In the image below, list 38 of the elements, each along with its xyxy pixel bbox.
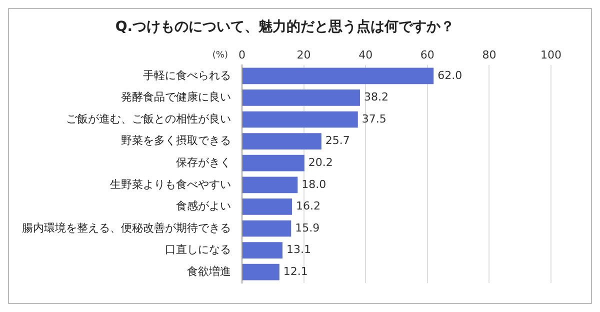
data-label: 13.1 — [286, 243, 311, 256]
bar — [242, 90, 360, 106]
x-axis-title: (%) — [212, 50, 228, 61]
chart-title: Q.つけものについて、魅力的だと思う点は何ですか？ — [115, 19, 455, 36]
y-tick-label: 手軽に食べられる — [143, 68, 231, 82]
y-tick-label: 発酵食品で健康に良い — [121, 90, 231, 104]
y-tick-label: 野菜を多く摂取できる — [121, 134, 231, 148]
data-label: 12.1 — [283, 264, 308, 278]
data-label: 16.2 — [296, 200, 321, 213]
y-tick-label: 生野菜よりも食べやすい — [110, 178, 231, 191]
x-tick-label: 60 — [420, 48, 434, 62]
y-tick-label: 保存がきく — [176, 156, 231, 169]
y-tick-label: 食感がよい — [176, 200, 231, 213]
bar — [242, 111, 358, 128]
bar — [242, 242, 282, 258]
data-label: 38.2 — [364, 90, 389, 104]
x-tick-label: 100 — [540, 48, 562, 62]
data-label: 37.5 — [362, 112, 386, 126]
x-tick-label: 20 — [296, 48, 311, 62]
y-tick-label: 口直しになる — [165, 243, 231, 256]
bar — [242, 264, 280, 280]
data-label: 20.2 — [308, 156, 333, 169]
y-tick-label: ご飯が進む、ご飯との相性が良い — [66, 112, 231, 126]
y-tick-label: 腸内環境を整える、便秘改善が期待できる — [22, 221, 231, 234]
data-label: 62.0 — [438, 68, 462, 82]
x-tick-label: 80 — [482, 48, 496, 62]
bar — [242, 220, 292, 237]
x-tick-label: 0 — [238, 48, 246, 62]
bar — [242, 198, 292, 215]
data-label: 25.7 — [325, 134, 350, 148]
data-label: 18.0 — [302, 178, 326, 191]
x-tick-label: 40 — [358, 48, 373, 62]
bar — [242, 68, 434, 84]
y-tick-label: 食欲増進 — [187, 264, 231, 278]
bar — [242, 154, 304, 172]
bar — [242, 176, 298, 194]
data-label: 15.9 — [295, 221, 320, 234]
bar — [242, 133, 322, 150]
